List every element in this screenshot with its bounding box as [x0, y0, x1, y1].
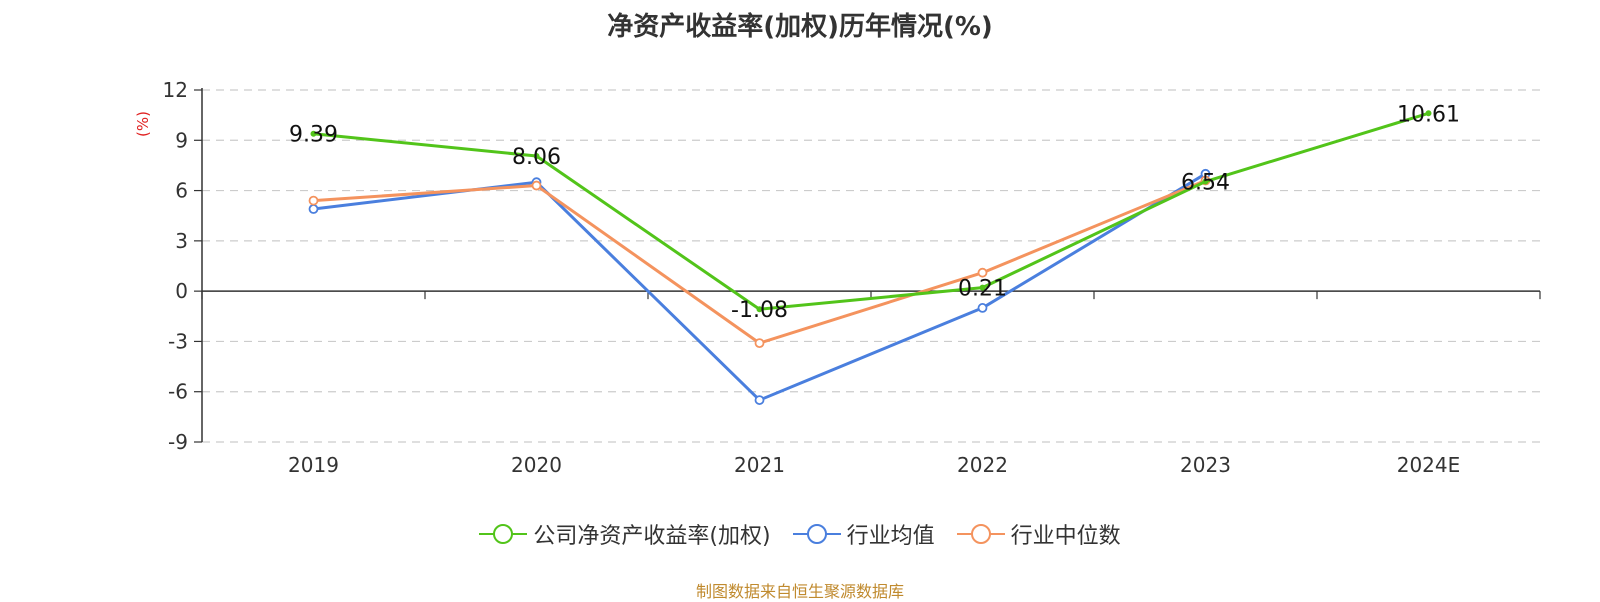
series-line-industry_avg: [313, 172, 1207, 402]
legend-item-company[interactable]: 公司净资产收益率(加权): [479, 518, 771, 550]
legend-label-company: 公司净资产收益率(加权): [533, 524, 771, 549]
x-tick-label: 2019: [288, 453, 339, 477]
data-point-company[interactable]: [533, 153, 540, 160]
data-label-company: 8.06: [512, 145, 561, 170]
y-tick-label: -9: [168, 430, 188, 454]
data-labels: 9.39 8.06 -1.08 0.21 6.54 10.61: [289, 102, 1460, 323]
y-axis-ticks: 12 9 6 3 0 -3 -6 -9: [163, 78, 202, 454]
y-tick-label: -3: [168, 329, 188, 353]
legend-item-industry-avg[interactable]: 行业均值: [792, 518, 935, 550]
legend-marker-company: [479, 524, 528, 544]
line-chart: 12 9 6 3 0 -3 -6 -9 2019 2020 2021 2022 2023 2024E (…: [134, 78, 1541, 477]
data-point-industry_avg[interactable]: [308, 204, 319, 214]
data-point-company[interactable]: [979, 284, 986, 291]
data-source-note: 制图数据来自恒生聚源数据库: [695, 582, 904, 601]
data-label-company: -1.08: [731, 298, 788, 323]
series-line-company: [313, 111, 1429, 311]
data-point-industry_avg[interactable]: [977, 303, 988, 313]
legend-label-industry-avg: 行业均值: [846, 524, 935, 549]
y-tick-label: 12: [163, 78, 188, 102]
x-tick-label: 2020: [511, 453, 562, 477]
y-tick-label: 9: [175, 128, 188, 152]
data-point-industry_median[interactable]: [308, 195, 319, 206]
data-point-industry_median[interactable]: [531, 180, 542, 191]
data-point-company[interactable]: [756, 306, 763, 313]
data-label-company: 9.39: [289, 123, 338, 148]
legend-label-industry-median: 行业中位数: [1010, 524, 1121, 549]
data-point-industry_median[interactable]: [977, 267, 988, 278]
x-tick-label: 2024E: [1397, 453, 1461, 477]
data-point-company[interactable]: [310, 130, 317, 137]
x-tick-label: 2021: [734, 453, 785, 477]
data-label-company: 0.21: [958, 277, 1007, 302]
chart-title: 净资产收益率(加权)历年情况(%): [607, 12, 993, 42]
data-label-company: 10.61: [1397, 102, 1460, 127]
data-point-industry_median[interactable]: [754, 338, 765, 349]
series-industry_median: [308, 175, 1211, 349]
x-axis-ticks: 2019 2020 2021 2022 2023 2024E: [201, 291, 1541, 477]
y-axis-unit-label: (%): [134, 111, 152, 137]
x-tick-label: 2023: [1180, 453, 1231, 477]
data-point-company[interactable]: [1202, 178, 1209, 185]
data-label-company: 6.54: [1181, 171, 1230, 196]
series-lines: [308, 110, 1432, 405]
legend-marker-industry-median: [956, 524, 1005, 544]
data-point-company[interactable]: [1425, 110, 1432, 117]
series-industry_avg: [308, 168, 1211, 405]
y-tick-label: 6: [175, 179, 188, 203]
y-tick-label: 3: [175, 229, 188, 253]
legend-item-industry-median[interactable]: 行业中位数: [956, 518, 1121, 550]
legend-marker-industry-avg: [792, 524, 841, 544]
legend: 公司净资产收益率(加权) 行业均值 行业中位数: [0, 518, 1600, 550]
y-tick-label: -6: [168, 380, 188, 404]
data-point-industry_avg[interactable]: [754, 395, 765, 405]
y-tick-label: 0: [175, 279, 188, 303]
x-tick-label: 2022: [957, 453, 1008, 477]
series-company: [310, 110, 1432, 313]
